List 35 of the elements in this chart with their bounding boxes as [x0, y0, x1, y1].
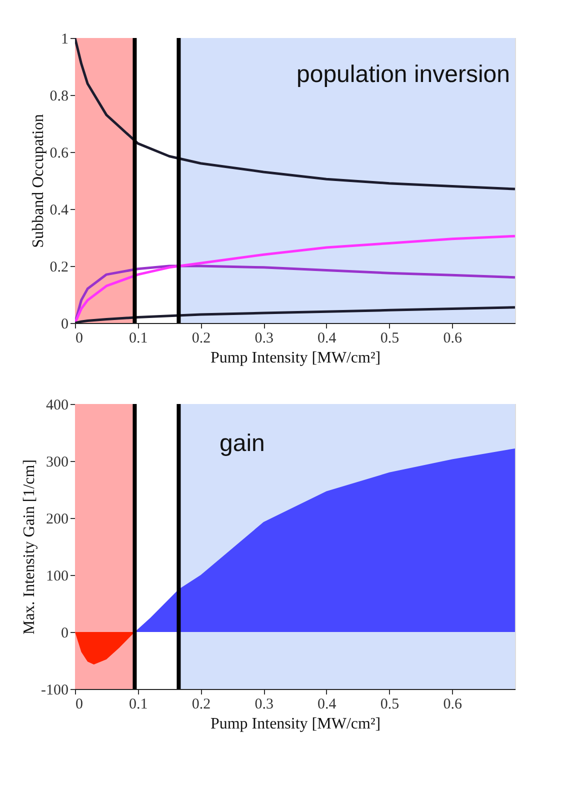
line-series [75, 306, 515, 323]
annotation: population inversion [296, 61, 510, 88]
x-axis-title: Pump Intensity [MW/cm²] [210, 716, 381, 732]
y-tick-label: 1 [61, 32, 68, 48]
y-tick-label: 0.8 [50, 88, 68, 104]
x-tick-label: 0 [76, 696, 83, 712]
x-tick-label: 0.4 [318, 696, 337, 712]
x-tick-label: 0.3 [254, 330, 274, 346]
y-tick-label: 0.2 [50, 260, 68, 276]
x-tick-label: 0.6 [443, 330, 463, 346]
x-tick-label: 0.1 [128, 696, 148, 712]
x-tick-label: 0.2 [192, 330, 211, 346]
y-tick-label: -100 [41, 682, 68, 698]
x-tick-label: 0.5 [380, 696, 400, 712]
x-tick-label: 0.4 [318, 330, 337, 346]
y-tick-label: 200 [46, 512, 68, 528]
x-tick-label: 0.6 [443, 696, 463, 712]
line-series [75, 38, 515, 190]
x-axis-title: Pump Intensity [MW/cm²] [210, 350, 381, 366]
x-tick-label: 0.2 [192, 696, 211, 712]
x-tick-label: 0.5 [380, 330, 400, 346]
x-tick-label: 0.3 [254, 696, 274, 712]
y-tick-label: 0.6 [50, 146, 69, 162]
annotation: gain [220, 430, 265, 457]
y-tick-label: 400 [46, 398, 68, 414]
y-tick-label: 100 [46, 568, 68, 584]
line-series [75, 234, 515, 323]
y-tick-label: 0 [61, 316, 68, 332]
y-tick-label: 0.4 [50, 202, 69, 218]
y-tick-label: 0 [61, 626, 68, 642]
y-tick-label: 300 [46, 454, 68, 470]
y-axis-title: Max. Intensity Gain [1/cm] [21, 459, 38, 635]
x-tick-label: 0 [76, 330, 83, 346]
x-tick-label: 0.1 [128, 330, 148, 346]
y-axis-title: Subband Occupation [30, 114, 47, 248]
